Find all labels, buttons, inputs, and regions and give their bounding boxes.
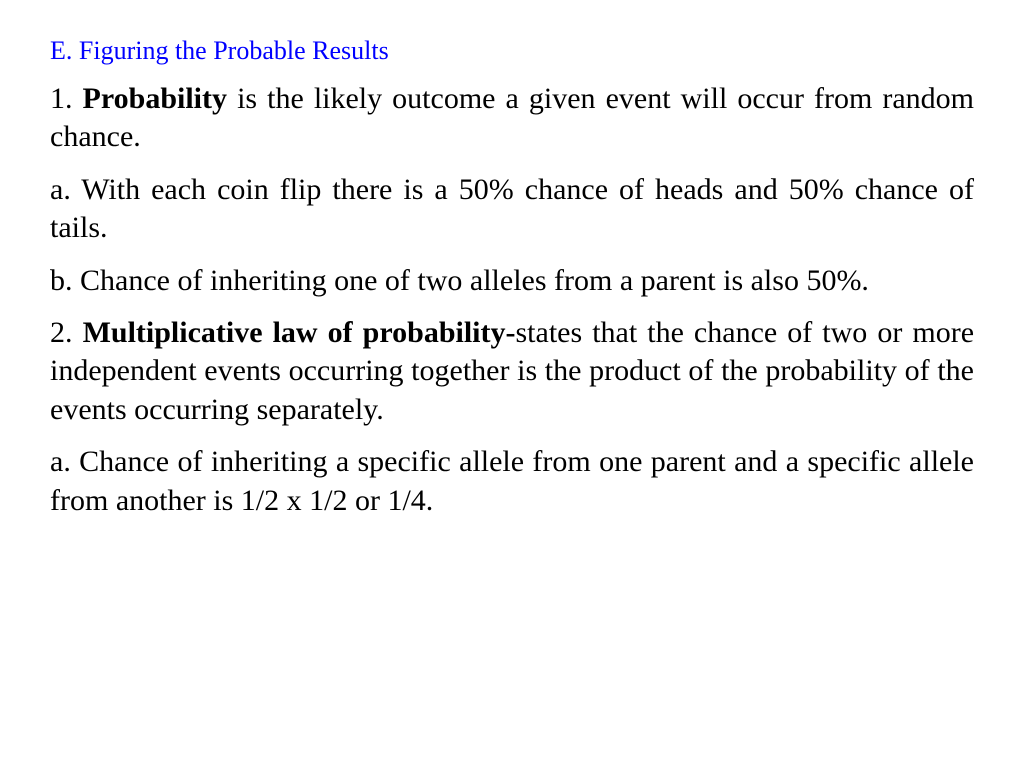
- p1-lead: 1.: [50, 82, 83, 115]
- p1-term: Probability: [83, 82, 227, 115]
- paragraph-5: a. Chance of inheriting a specific allel…: [50, 443, 974, 520]
- paragraph-2: a. With each coin flip there is a 50% ch…: [50, 171, 974, 248]
- p4-term: Multiplicative law of probability-: [83, 316, 516, 349]
- p4-lead: 2.: [50, 316, 83, 349]
- paragraph-4: 2. Multiplicative law of probability-sta…: [50, 314, 974, 429]
- paragraph-3: b. Chance of inheriting one of two allel…: [50, 262, 974, 300]
- section-heading: E. Figuring the Probable Results: [50, 36, 974, 66]
- paragraph-1: 1. Probability is the likely outcome a g…: [50, 80, 974, 157]
- slide: E. Figuring the Probable Results 1. Prob…: [0, 0, 1024, 768]
